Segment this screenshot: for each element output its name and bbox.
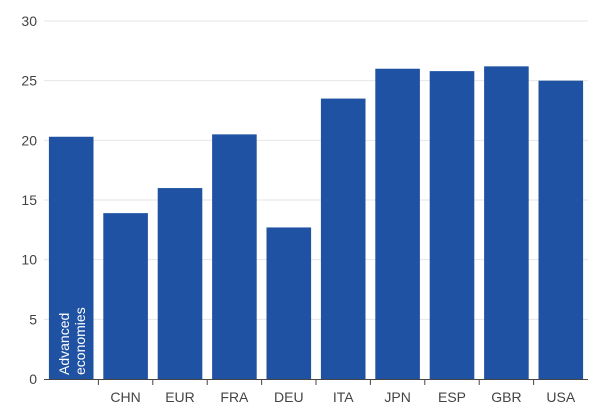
- x-tick-label-eur: EUR: [165, 389, 195, 405]
- x-tick-label-deu: DEU: [274, 389, 304, 405]
- x-tick-label-line: economies: [72, 307, 88, 375]
- bar-deu: [266, 227, 312, 379]
- x-tick-label-usa: USA: [546, 389, 575, 405]
- bars: [48, 66, 584, 380]
- y-tick-label: 5: [29, 311, 37, 327]
- y-tick-label: 0: [29, 371, 37, 387]
- y-axis-ticks: 0 5 10 15 20 25 30: [21, 13, 37, 387]
- bar-jpn: [375, 68, 420, 379]
- bar-gbr: [484, 66, 529, 379]
- x-axis: Advancedeconomies CHN EUR FRA DEU ITA JPN ESP GB…: [44, 307, 588, 405]
- x-tick-label-esp: ESP: [438, 389, 466, 405]
- y-tick-label: 30: [21, 13, 37, 29]
- bar-eur: [157, 188, 203, 379]
- x-tick-label-ita: ITA: [333, 389, 354, 405]
- y-tick-label: 15: [21, 192, 37, 208]
- x-tick-label-line: Advanced: [56, 313, 72, 375]
- x-tick-label-fra: FRA: [220, 389, 249, 405]
- bar-ita: [320, 98, 366, 380]
- x-tick-label-chn: CHN: [110, 389, 140, 405]
- x-tick-label-jpn: JPN: [384, 389, 410, 405]
- y-tick-label: 25: [21, 73, 37, 89]
- bar-fra: [212, 134, 257, 379]
- bar-usa: [538, 80, 584, 380]
- x-tick-label-gbr: GBR: [491, 389, 521, 405]
- bar-chn: [103, 213, 148, 379]
- bar-esp: [429, 71, 475, 380]
- y-tick-label: 10: [21, 252, 37, 268]
- y-tick-label: 20: [21, 132, 37, 148]
- x-tick-label-advanced-economies: Advancedeconomies: [56, 307, 88, 375]
- bar-advanced-economies: [48, 136, 94, 379]
